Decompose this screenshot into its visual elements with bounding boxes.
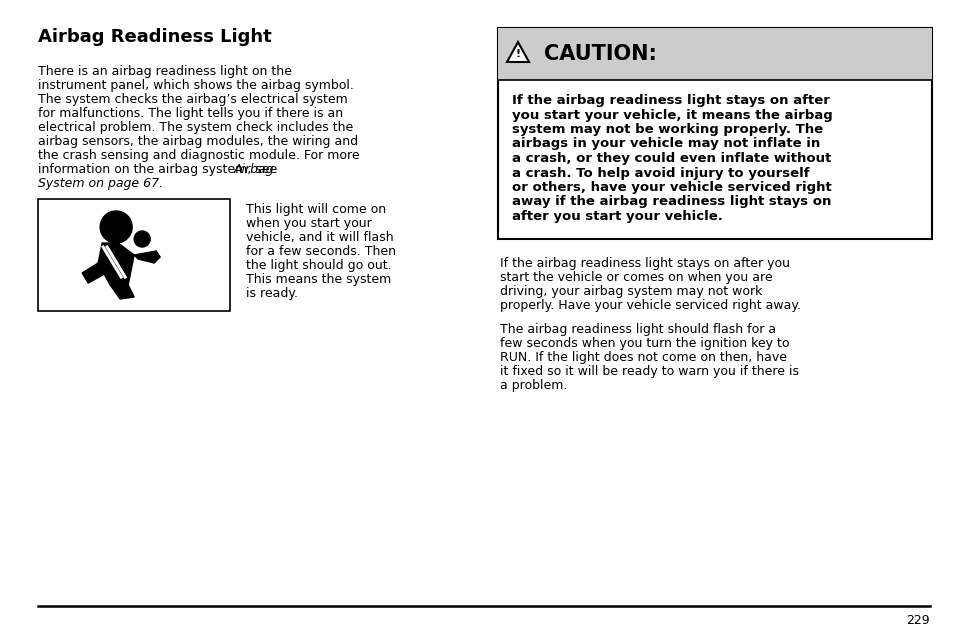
Text: you start your vehicle, it means the airbag: you start your vehicle, it means the air…	[512, 109, 832, 121]
Circle shape	[100, 211, 132, 243]
Text: If the airbag readiness light stays on after: If the airbag readiness light stays on a…	[512, 94, 829, 107]
Text: for malfunctions. The light tells you if there is an: for malfunctions. The light tells you if…	[38, 107, 343, 120]
Polygon shape	[110, 285, 134, 299]
Polygon shape	[134, 251, 160, 263]
Text: The system checks the airbag’s electrical system: The system checks the airbag’s electrica…	[38, 93, 348, 106]
Polygon shape	[82, 263, 110, 283]
Text: If the airbag readiness light stays on after you: If the airbag readiness light stays on a…	[499, 256, 789, 270]
Text: away if the airbag readiness light stays on: away if the airbag readiness light stays…	[512, 195, 830, 209]
Text: or others, have your vehicle serviced right: or others, have your vehicle serviced ri…	[512, 181, 831, 194]
Polygon shape	[98, 243, 134, 285]
Bar	[497, 28, 931, 80]
Text: it fixed so it will be ready to warn you if there is: it fixed so it will be ready to warn you…	[499, 364, 799, 378]
Bar	[497, 28, 931, 239]
Text: system may not be working properly. The: system may not be working properly. The	[512, 123, 822, 136]
Text: after you start your vehicle.: after you start your vehicle.	[512, 210, 722, 223]
Text: !: !	[515, 49, 520, 59]
Text: RUN. If the light does not come on then, have: RUN. If the light does not come on then,…	[499, 350, 786, 364]
Text: a crash. To help avoid injury to yourself: a crash. To help avoid injury to yoursel…	[512, 167, 809, 179]
Text: There is an airbag readiness light on the: There is an airbag readiness light on th…	[38, 65, 292, 78]
Text: This light will come on: This light will come on	[246, 203, 386, 216]
Text: vehicle, and it will flash: vehicle, and it will flash	[246, 231, 394, 244]
Text: instrument panel, which shows the airbag symbol.: instrument panel, which shows the airbag…	[38, 79, 354, 92]
Text: when you start your: when you start your	[246, 217, 372, 230]
Text: The airbag readiness light should flash for a: The airbag readiness light should flash …	[499, 322, 776, 336]
Text: 229: 229	[905, 614, 929, 627]
Bar	[38, 199, 230, 311]
Text: CAUTION:: CAUTION:	[543, 44, 657, 64]
Text: for a few seconds. Then: for a few seconds. Then	[246, 245, 395, 258]
Text: Airbag Readiness Light: Airbag Readiness Light	[38, 28, 272, 46]
Text: Airbag: Airbag	[233, 163, 274, 176]
Text: airbags in your vehicle may not inflate in: airbags in your vehicle may not inflate …	[512, 137, 820, 151]
Text: properly. Have your vehicle serviced right away.: properly. Have your vehicle serviced rig…	[499, 298, 801, 312]
Text: electrical problem. The system check includes the: electrical problem. The system check inc…	[38, 121, 353, 134]
Text: driving, your airbag system may not work: driving, your airbag system may not work	[499, 284, 761, 298]
Text: airbag sensors, the airbag modules, the wiring and: airbag sensors, the airbag modules, the …	[38, 135, 357, 148]
Text: the light should go out.: the light should go out.	[246, 259, 392, 272]
Text: a problem.: a problem.	[499, 378, 567, 392]
Text: the crash sensing and diagnostic module. For more: the crash sensing and diagnostic module.…	[38, 149, 359, 162]
Text: information on the airbag system, see: information on the airbag system, see	[38, 163, 281, 176]
Text: is ready.: is ready.	[246, 287, 297, 300]
Circle shape	[134, 231, 150, 247]
Polygon shape	[506, 42, 529, 62]
Text: a crash, or they could even inflate without: a crash, or they could even inflate with…	[512, 152, 830, 165]
Text: This means the system: This means the system	[246, 273, 391, 286]
Text: start the vehicle or comes on when you are: start the vehicle or comes on when you a…	[499, 270, 772, 284]
Text: System on page 67.: System on page 67.	[38, 177, 163, 190]
Text: few seconds when you turn the ignition key to: few seconds when you turn the ignition k…	[499, 336, 789, 350]
